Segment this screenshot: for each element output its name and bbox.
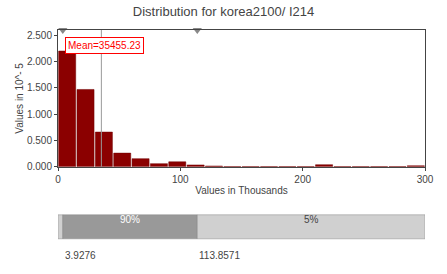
svg-text:Distribution for korea2100/ I2: Distribution for korea2100/ I214 xyxy=(133,4,314,19)
svg-text:Mean=35455.23: Mean=35455.23 xyxy=(68,40,141,51)
svg-text:1.000: 1.000 xyxy=(27,109,52,120)
svg-text:2.000: 2.000 xyxy=(27,56,52,67)
svg-text:0.000: 0.000 xyxy=(27,161,52,172)
svg-text:0.500: 0.500 xyxy=(27,135,52,146)
svg-text:Values in 10^- 5: Values in 10^- 5 xyxy=(14,63,25,134)
svg-text:5%: 5% xyxy=(304,214,319,225)
svg-text:2.500: 2.500 xyxy=(27,30,52,41)
svg-text:3.9276: 3.9276 xyxy=(65,250,96,261)
svg-text:0: 0 xyxy=(55,174,61,185)
svg-text:300: 300 xyxy=(417,174,434,185)
svg-text:113.8571: 113.8571 xyxy=(199,250,240,261)
svg-text:100: 100 xyxy=(172,174,189,185)
svg-text:200: 200 xyxy=(294,174,311,185)
svg-text:90%: 90% xyxy=(120,214,140,225)
svg-text:Values in Thousands: Values in Thousands xyxy=(195,185,287,196)
svg-text:1.500: 1.500 xyxy=(27,82,52,93)
